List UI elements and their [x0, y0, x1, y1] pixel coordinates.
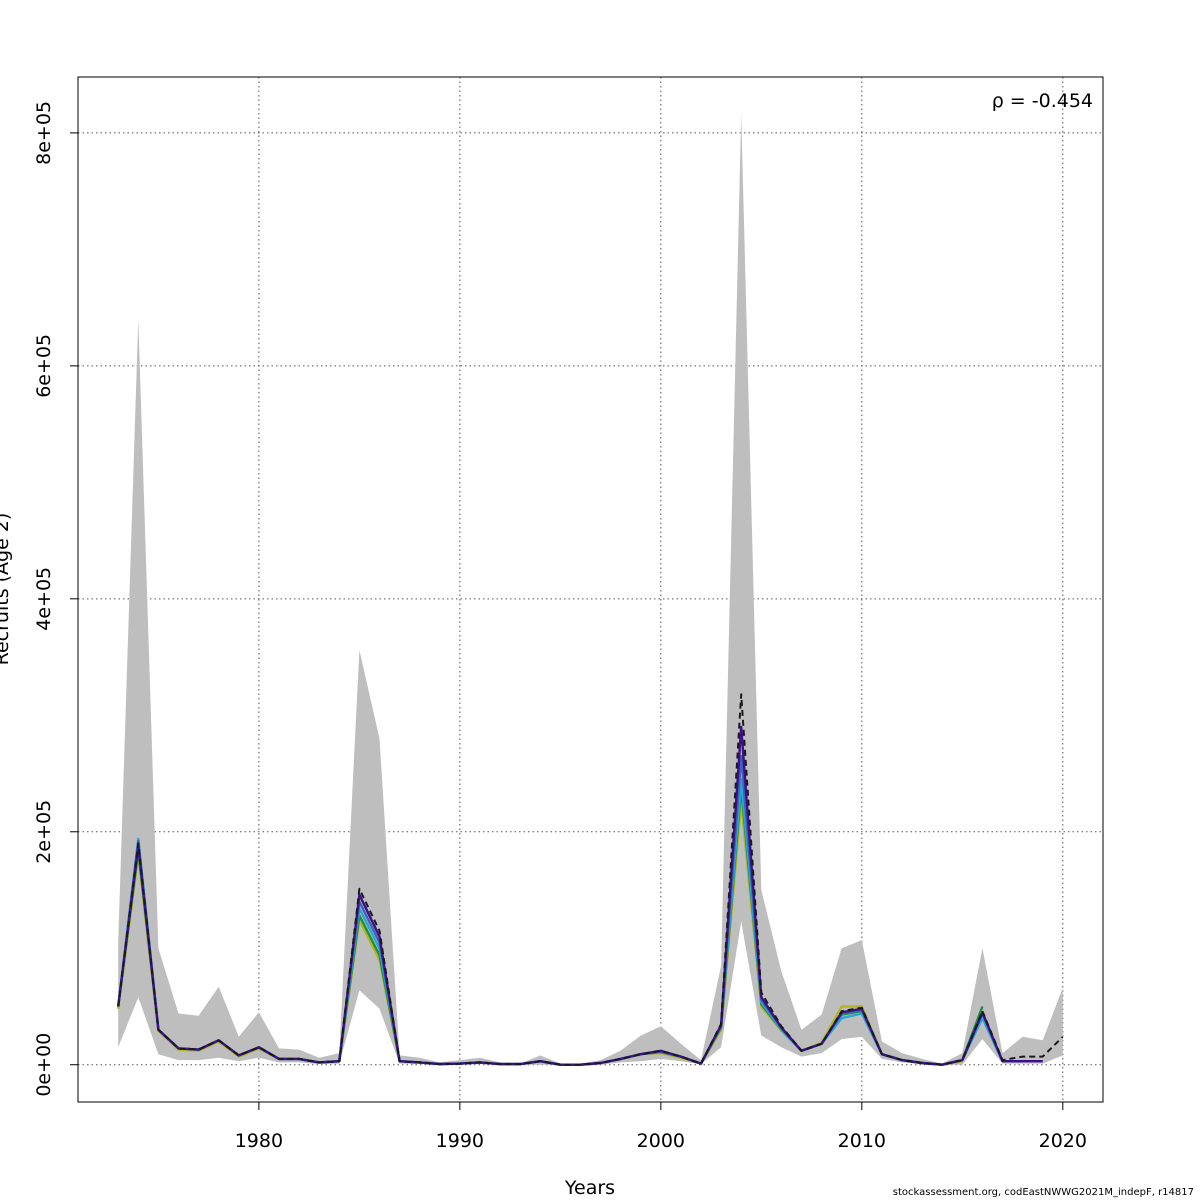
grid-lines: [78, 77, 1103, 1102]
series-line-0: [117, 693, 1064, 1066]
y-tick-label-3: 6e+05: [33, 334, 55, 398]
x-tick-label-3: 2010: [838, 1130, 886, 1152]
confidence-band-group: [118, 114, 1063, 1065]
x-tick-label-4: 2020: [1039, 1130, 1087, 1152]
x-tick-label-2: 2000: [637, 1130, 685, 1152]
rho-annotation: ρ = -0.454: [992, 90, 1093, 112]
series-line-1: [117, 725, 1043, 1066]
y-tick-label-1: 2e+05: [33, 800, 55, 864]
x-tick-label-0: 1980: [235, 1130, 283, 1152]
x-tick-label-1: 1990: [436, 1130, 484, 1152]
x-axis-title: Years: [564, 1177, 615, 1199]
footer-credit: stockassessment.org, codEastNWWG2021M_in…: [892, 1187, 1194, 1198]
y-tick-label-4: 8e+05: [33, 101, 55, 165]
y-axis-title: Recruits (Age 2): [0, 513, 13, 666]
x-axis: 1980 1990 2000 2010 2020: [235, 1102, 1087, 1152]
y-tick-label-0: 0e+00: [33, 1033, 55, 1097]
confidence-band: [118, 114, 1063, 1065]
series-line-2: [117, 754, 1023, 1066]
y-axis: 0e+00 2e+05 4e+05 6e+05 8e+05: [33, 101, 78, 1097]
plot-frame: [77, 76, 1104, 1103]
series-lines-group: [117, 693, 1064, 1066]
y-tick-label-2: 4e+05: [33, 567, 55, 631]
